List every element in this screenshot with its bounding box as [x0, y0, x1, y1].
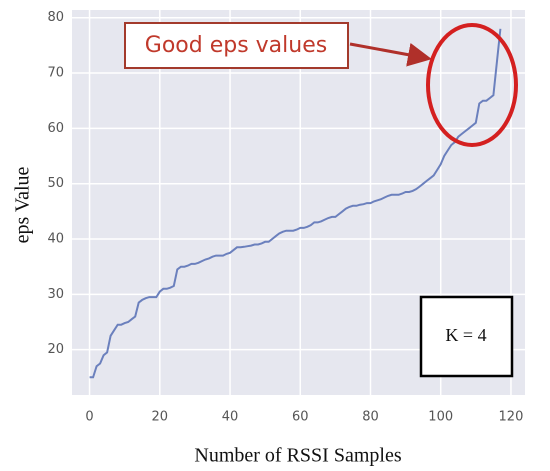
x-tick-label: 0 [85, 410, 93, 425]
highlight-ellipse [426, 23, 518, 147]
grid [72, 10, 525, 395]
y-tick-label: 40 [47, 232, 64, 247]
x-tick-label: 100 [428, 410, 453, 425]
x-tick-label: 40 [222, 410, 239, 425]
x-tick-label: 120 [499, 410, 524, 425]
annotation-box [124, 22, 349, 69]
x-tick-label: 60 [292, 410, 309, 425]
x-axis-label: Number of RSSI Samples [194, 445, 401, 467]
k-label: K = 4 [445, 325, 486, 345]
y-tick-label: 80 [47, 10, 64, 25]
k-box [419, 295, 514, 378]
x-tick-label: 80 [362, 410, 379, 425]
x-tick-label: 20 [152, 410, 169, 425]
annotation-text: Good eps values [145, 33, 327, 58]
y-tick-label: 70 [47, 66, 64, 81]
marks [89, 28, 502, 379]
y-tick-label: 20 [47, 342, 64, 357]
y-axis-label: eps Value [12, 166, 34, 243]
y-tick-label: 50 [47, 176, 64, 191]
data-line [89, 28, 502, 379]
y-tick-label: 60 [47, 121, 64, 136]
annotation-arrow [349, 42, 432, 67]
y-tick-label: 30 [47, 287, 64, 302]
